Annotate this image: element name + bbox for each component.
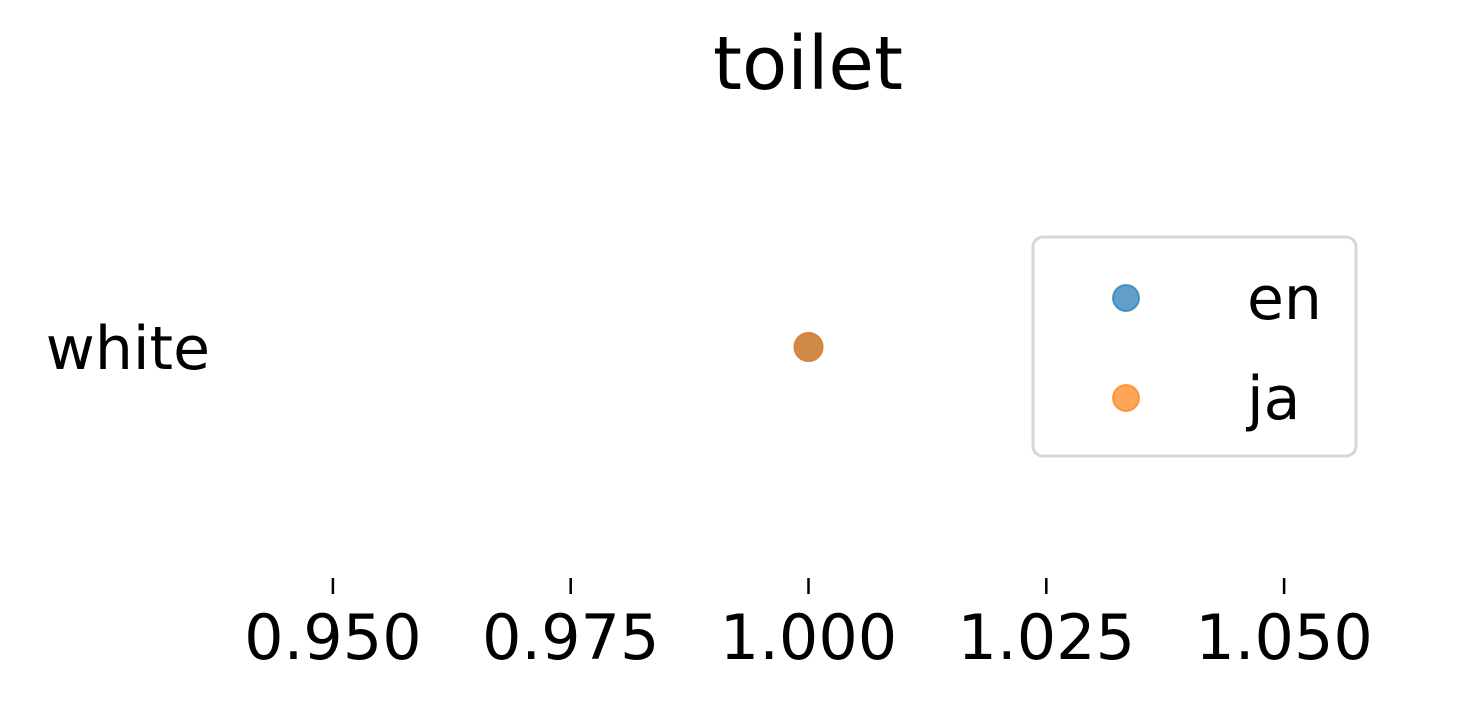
x-axis-ticks: 0.950 0.975 1.000 1.025 1.050 xyxy=(244,578,1373,674)
legend-items: en ja xyxy=(1112,264,1322,434)
x-tick-label: 0.975 xyxy=(482,601,660,674)
y-tick-labels: white xyxy=(46,314,210,384)
legend: en ja xyxy=(1031,235,1358,458)
x-tick-label: 1.025 xyxy=(958,601,1136,674)
data-point-ja xyxy=(793,332,824,362)
y-tick-label: white xyxy=(46,314,210,384)
x-tick-label: 1.000 xyxy=(720,601,898,674)
x-tick-label: 1.050 xyxy=(1195,601,1373,674)
legend-marker-en xyxy=(1112,284,1140,312)
data-points xyxy=(793,332,824,362)
chart-title: toilet xyxy=(713,21,903,107)
legend-label-en: en xyxy=(1247,264,1322,334)
legend-marker-ja xyxy=(1112,384,1140,412)
x-tick-label: 0.950 xyxy=(244,601,422,674)
legend-label-ja: ja xyxy=(1245,364,1300,434)
